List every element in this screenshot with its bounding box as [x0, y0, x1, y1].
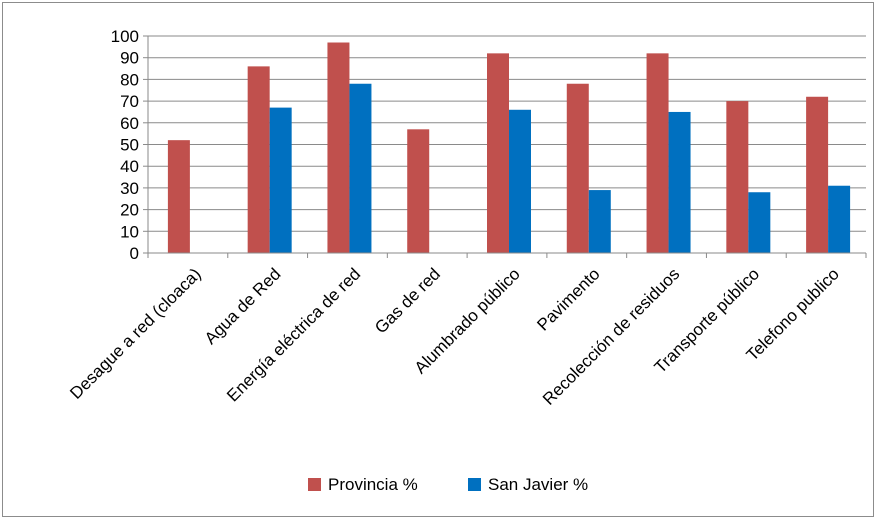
y-tick-label: 100 [111, 27, 139, 46]
legend-swatch-san-javier [468, 478, 481, 491]
y-tick-label: 70 [120, 92, 139, 111]
y-tick-label: 80 [120, 70, 139, 89]
y-tick-label: 20 [120, 201, 139, 220]
bar-san-javier-2 [269, 107, 292, 253]
y-tick-label: 10 [120, 222, 139, 241]
x-category-label: Pavimento [533, 264, 603, 334]
bar-provincia-5 [487, 53, 509, 253]
bar-provincia-7 [646, 53, 669, 253]
legend-label-provincia: Provincia % [328, 475, 418, 494]
bar-provincia-2 [247, 66, 270, 253]
legend-swatch-provincia [308, 478, 321, 491]
x-category-label: Desague a red (cloaca) [66, 264, 204, 402]
bar-chart: 0 10 20 30 40 50 60 70 80 90 100 Desague a red (cl… [66, 27, 867, 494]
bar-provincia-3 [327, 42, 350, 254]
y-axis-ticks: 0 10 20 30 40 50 60 70 80 90 100 [111, 27, 148, 263]
bars [167, 42, 851, 254]
bar-san-javier-6 [588, 190, 611, 253]
bar-san-javier-9 [828, 185, 851, 253]
x-category-label: Energía eléctrica de red [223, 264, 364, 405]
x-category-label: Agua de Red [201, 264, 285, 348]
x-category-label: Gas de red [371, 264, 444, 337]
y-tick-label: 30 [120, 179, 139, 198]
bar-provincia-6 [566, 83, 589, 254]
bar-san-javier-7 [668, 111, 691, 253]
bar-san-javier-8 [748, 192, 771, 253]
bar-san-javier-5 [509, 109, 531, 253]
y-tick-label: 0 [130, 244, 139, 263]
legend-label-san-javier: San Javier % [488, 475, 588, 494]
bar-san-javier-3 [349, 83, 372, 254]
y-tick-label: 60 [120, 114, 139, 133]
x-axis-labels: Desague a red (cloaca)Agua de RedEnergía… [66, 264, 843, 408]
bar-provincia-8 [726, 101, 749, 253]
y-tick-label: 50 [120, 136, 139, 155]
x-category-label: Recolección de residuos [539, 264, 683, 408]
y-tick-label: 90 [120, 49, 139, 68]
bar-provincia-4 [407, 129, 430, 253]
bar-provincia-1 [167, 140, 190, 253]
bar-provincia-9 [806, 96, 829, 253]
y-tick-label: 40 [120, 157, 139, 176]
legend: Provincia % San Javier % [308, 475, 588, 494]
